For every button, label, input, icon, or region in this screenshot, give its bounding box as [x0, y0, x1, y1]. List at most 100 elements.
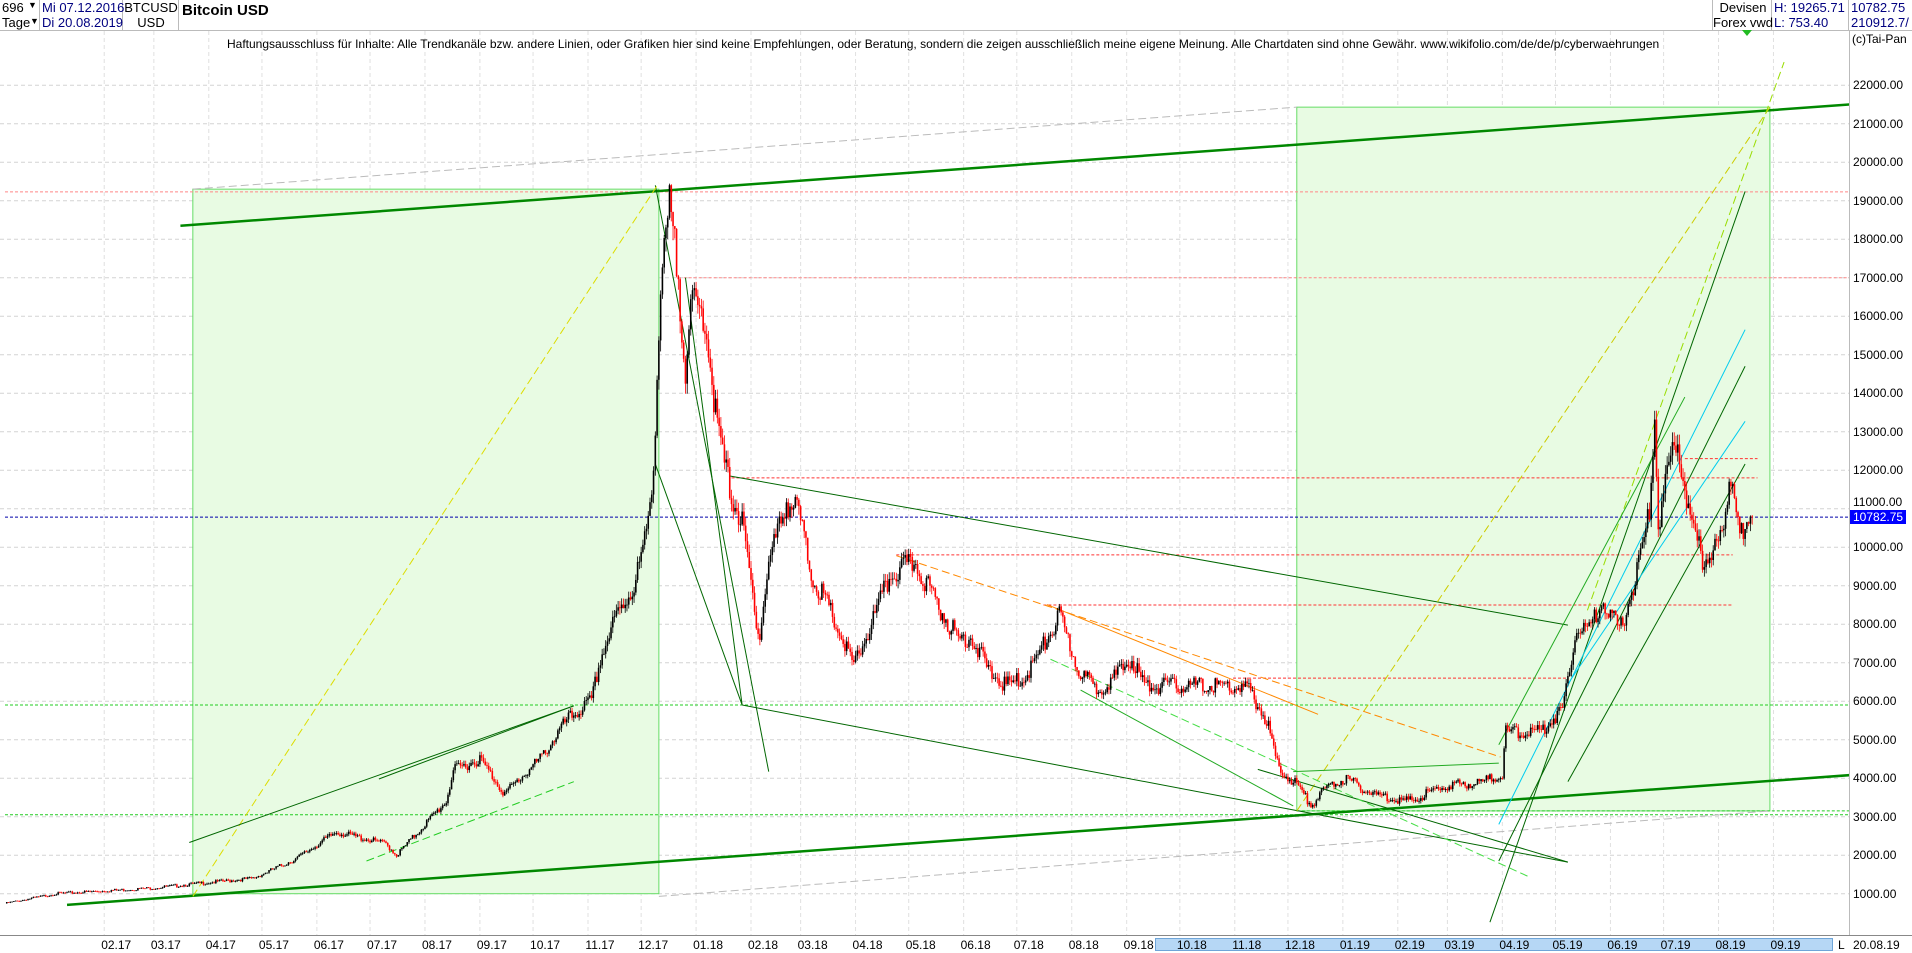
candle [1241, 684, 1243, 692]
dropdown-arrow-icon[interactable]: ▼ [30, 16, 39, 26]
candle [744, 525, 747, 542]
candle [1037, 654, 1039, 656]
dropdown-arrow-icon[interactable]: ▼ [28, 0, 37, 10]
candle [395, 854, 398, 857]
candle [573, 715, 575, 718]
x-tick-label: 03.17 [150, 938, 181, 952]
candle [936, 596, 938, 599]
candle [1320, 789, 1323, 793]
candle [642, 544, 644, 553]
candle [353, 833, 355, 835]
candle [285, 864, 288, 866]
candle [904, 555, 906, 558]
y-tick-label: 15000.00 [1853, 347, 1904, 362]
candle [631, 596, 634, 600]
candle [1194, 677, 1197, 685]
candle [1416, 799, 1419, 802]
candle [1393, 800, 1396, 802]
trend-line [654, 463, 743, 706]
candle [1079, 676, 1082, 680]
candle [144, 888, 146, 890]
bar-count[interactable]: 696 [2, 0, 24, 15]
candle [959, 636, 961, 639]
candle [1490, 774, 1493, 782]
candle [1583, 622, 1585, 632]
candle [1590, 622, 1592, 624]
candle [1372, 791, 1374, 795]
candle [1586, 626, 1589, 627]
candle [1016, 673, 1018, 682]
y-tick-label: 6000.00 [1853, 694, 1897, 709]
candle [218, 880, 221, 882]
candle [1028, 675, 1031, 678]
candle [291, 862, 293, 864]
candle [1538, 725, 1541, 730]
candle [911, 556, 914, 571]
candle [392, 849, 394, 854]
candle [356, 835, 359, 837]
candle [1476, 778, 1479, 785]
candle [142, 887, 145, 889]
candle [868, 634, 871, 640]
candle [1095, 683, 1098, 695]
candle [1379, 792, 1381, 795]
candle [424, 826, 426, 830]
candle [1545, 731, 1548, 734]
candle [1281, 772, 1284, 776]
candle [454, 764, 456, 771]
candle [5, 902, 8, 904]
candle [1496, 779, 1498, 782]
trend-line [189, 705, 574, 843]
candle [844, 643, 846, 652]
candle [1315, 800, 1318, 806]
candle [1666, 465, 1668, 474]
candle [681, 321, 683, 343]
candle [1083, 671, 1085, 678]
candle [1076, 667, 1078, 671]
candle [544, 750, 547, 754]
candle [337, 833, 339, 835]
candle [215, 880, 217, 884]
time-scrollbar-range[interactable] [1155, 938, 1833, 951]
candle [1253, 690, 1256, 700]
candle [1249, 682, 1252, 691]
candle [1540, 729, 1543, 730]
x-tick-label: 05.19 [1552, 938, 1583, 952]
candle [271, 868, 274, 870]
scroll-marker[interactable]: L [1838, 938, 1845, 952]
candle [1313, 804, 1316, 806]
horizontal-lines [5, 191, 1849, 816]
candle [502, 791, 504, 796]
candle [207, 883, 210, 885]
candle [730, 498, 733, 505]
candle [1565, 683, 1567, 697]
candle [1271, 733, 1273, 739]
candle [1485, 775, 1488, 781]
trend-line [684, 277, 743, 706]
last-price-tag: 10782.75 [1850, 510, 1907, 525]
candle [1597, 618, 1599, 623]
candle [987, 664, 990, 667]
bars-selector[interactable]: 696 ▼ Tage ▼ [0, 0, 40, 30]
candle [649, 502, 651, 516]
candle [746, 541, 749, 553]
candle [1549, 723, 1551, 727]
candle [23, 899, 26, 901]
period-select[interactable]: Tage [2, 15, 31, 30]
candle [1717, 540, 1720, 542]
candle [1689, 503, 1691, 515]
candle [734, 507, 736, 512]
candle [1147, 680, 1149, 683]
x-tick-label: 11.17 [585, 938, 615, 952]
candle [1191, 683, 1194, 685]
candle [1088, 671, 1091, 675]
candle [1366, 791, 1369, 793]
candle [223, 881, 226, 882]
candle [688, 329, 690, 355]
candle [675, 228, 678, 277]
candle [847, 641, 850, 649]
candle [1552, 718, 1555, 725]
candle [909, 554, 912, 557]
candle [948, 631, 951, 635]
candle [1439, 789, 1442, 791]
